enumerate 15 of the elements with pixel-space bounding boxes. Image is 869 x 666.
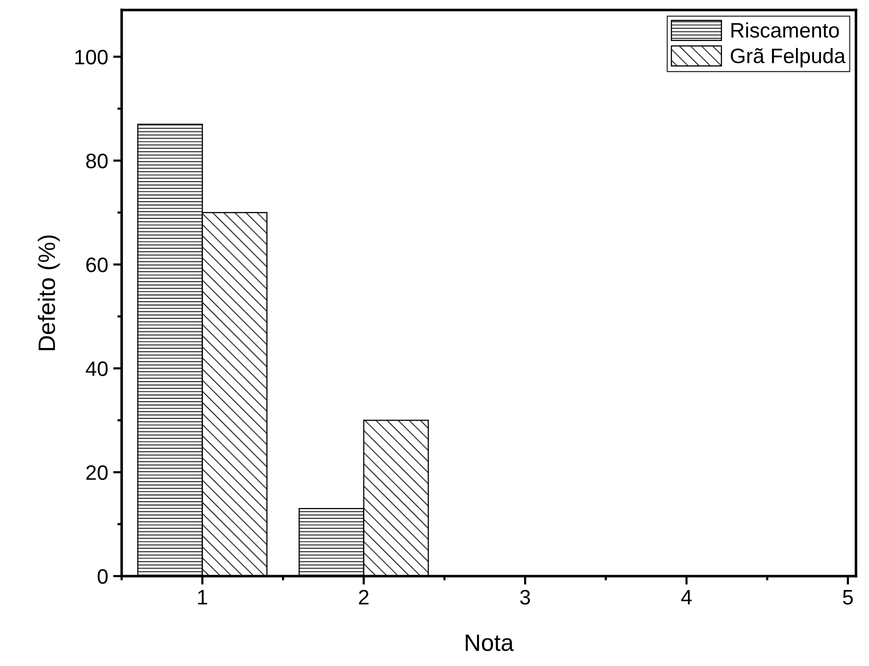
y-tick-label: 60	[86, 257, 108, 272]
y-tick-label: 20	[86, 465, 108, 480]
x-tick-label: 5	[842, 590, 853, 605]
legend-label: Grã Felpuda	[730, 48, 846, 68]
x-tick-label: 4	[681, 590, 692, 604]
x-axis-title: Nota	[466, 634, 514, 652]
y-axis-title: Defeito (%)	[38, 235, 60, 350]
x-tick-label: 3	[520, 590, 530, 605]
x-tick-label: 1	[198, 590, 208, 604]
legend-label: Riscamento	[731, 22, 839, 38]
y-tick-label: 80	[86, 154, 108, 168]
y-tick-label: 0	[98, 569, 108, 584]
y-tick-label: 100	[75, 50, 108, 64]
x-tick-label: 2	[358, 590, 368, 604]
y-tick-label: 40	[86, 361, 108, 376]
